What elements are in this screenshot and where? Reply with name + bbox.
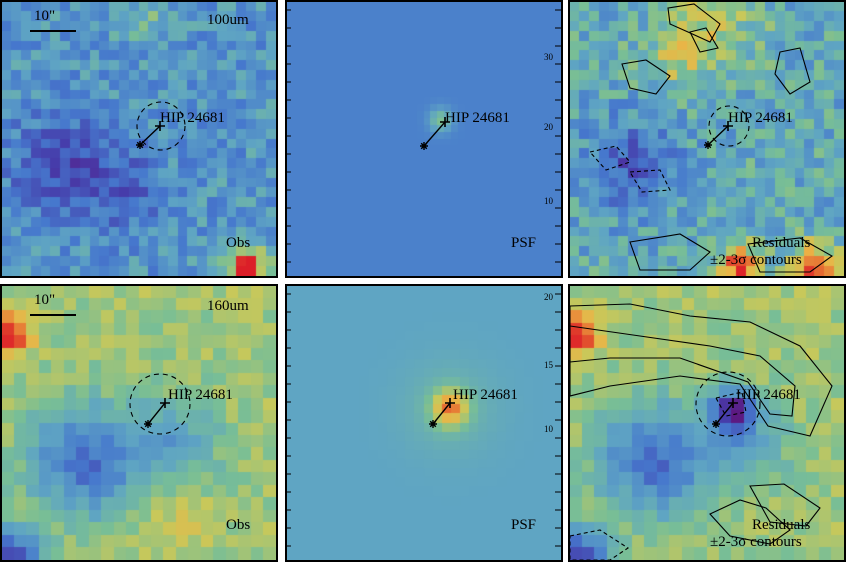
asterisk-marker-icon [704,141,712,149]
panel-100um-residuals: HIP 24681 Residuals ±2-3σ contours [568,0,846,278]
aperture-circle [136,101,186,151]
contour-line [667,3,721,43]
contour-line [715,391,747,417]
proper-motion-arrow [432,402,451,425]
asterisk-marker-icon [712,420,720,428]
asterisk-marker-icon [429,420,437,428]
image-100um-obs [2,2,276,276]
obs-label: Obs [226,235,251,251]
plus-marker-icon [445,398,455,408]
image-160um-psf [287,286,561,560]
image-160um-obs [2,286,276,560]
scale-bar [30,30,76,32]
panel-100um-obs: 10" 100um HIP 24681 Obs [0,0,278,278]
aperture-circle [708,105,750,147]
tick-label: 10 [544,196,553,206]
scale-bar-label: 10" [34,8,56,24]
obs-label: Obs [226,517,251,533]
overlay-160um-obs [129,373,191,435]
contour-line [629,169,671,193]
star-label: HIP 24681 [445,110,510,126]
tick-label: 10 [544,424,553,434]
tick-label: 15 [544,360,553,370]
psf-label: PSF [511,517,537,533]
proper-motion-arrow [147,402,166,425]
residuals-label: Residuals [752,235,811,251]
image-100um-psf [287,2,561,276]
scale-bar [30,314,76,316]
psf-label: PSF [511,235,537,251]
overlay-100um-psf [287,9,561,263]
panel-100um-psf: HIP 24681 PSF [285,0,563,278]
tick-label: 20 [544,292,553,302]
overlay-160um-residuals [570,303,833,560]
star-label: HIP 24681 [160,110,225,126]
asterisk-marker-icon [144,420,152,428]
asterisk-marker-icon [420,142,428,150]
residuals-label: Residuals [752,517,811,533]
contour-line [621,59,671,95]
contour-line [588,145,631,171]
image-100um-residuals [570,2,844,276]
plus-marker-icon [728,398,738,408]
panel-160um-obs: 10" 160um HIP 24681 Obs [0,284,278,562]
panel-160um-residuals: HIP 24681 Residuals ±2-3σ contours [568,284,846,562]
asterisk-marker-icon [136,141,144,149]
star-label: HIP 24681 [728,110,793,126]
contour-line [570,325,796,417]
star-label: HIP 24681 [453,387,518,403]
aperture-circle [695,371,761,437]
overlay-160um-psf [287,293,561,547]
overlay-100um-obs [136,101,186,151]
contours-label: ±2-3σ contours [710,252,802,268]
plus-marker-icon [160,398,170,408]
contour-line [689,27,719,53]
plus-marker-icon [723,121,733,131]
panel-160um-psf: HIP 24681 PSF [285,284,563,562]
band-label: 160um [207,298,249,314]
overlay-100um-residuals [588,3,834,273]
contour-line [570,303,833,437]
band-label: 100um [207,12,249,28]
contour-line [749,483,821,527]
proper-motion-arrow [707,125,729,146]
aperture-circle [129,373,191,435]
image-160um-residuals [570,286,844,560]
tick-label: 30 [544,52,553,62]
contours-label: ±2-3σ contours [710,534,802,550]
scale-bar-label: 10" [34,292,56,308]
contour-line [747,237,834,273]
star-label: HIP 24681 [168,387,233,403]
tick-label: 20 [544,122,553,132]
proper-motion-arrow [139,125,161,146]
contour-line [570,529,630,560]
proper-motion-arrow [423,121,446,147]
plus-marker-icon [440,117,450,127]
contour-line [709,499,791,545]
contour-line [774,47,811,95]
star-label: HIP 24681 [736,387,801,403]
contour-line [629,233,711,271]
plus-marker-icon [155,121,165,131]
